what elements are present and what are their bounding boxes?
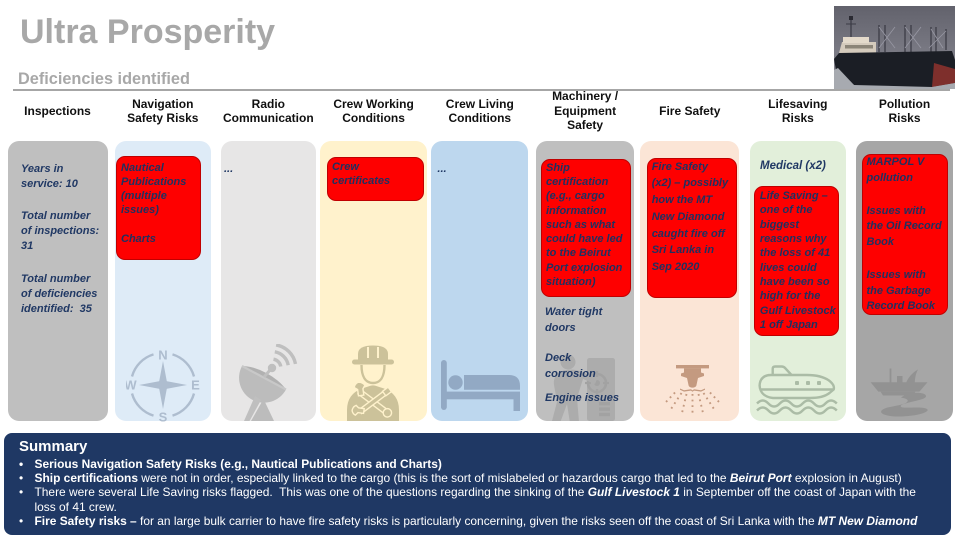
svg-text:W: W <box>126 378 137 393</box>
svg-text:N: N <box>158 348 167 363</box>
svg-text:E: E <box>191 378 200 393</box>
svg-text:S: S <box>159 410 168 423</box>
